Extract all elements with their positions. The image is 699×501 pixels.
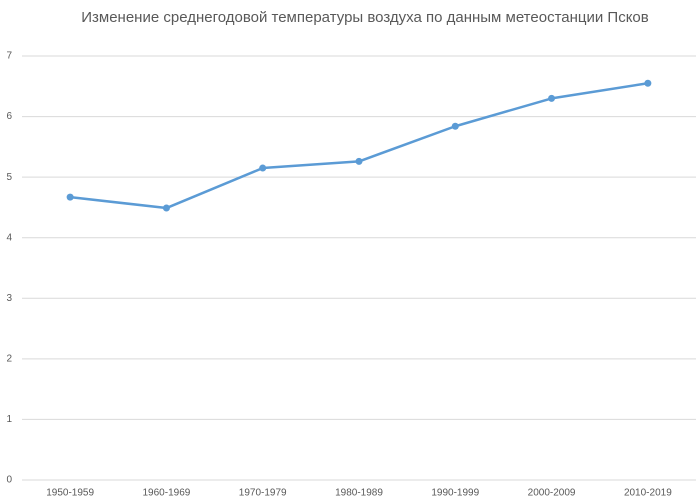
data-point <box>66 193 74 201</box>
data-point <box>451 122 459 130</box>
x-tick-label: 1970-1979 <box>239 488 287 499</box>
data-point <box>644 79 652 87</box>
x-tick-label: 1980-1989 <box>335 488 383 499</box>
x-tick-label: 1990-1999 <box>431 488 479 499</box>
x-tick-label: 1950-1959 <box>46 488 94 499</box>
x-tick-label: 1960-1969 <box>143 488 191 499</box>
data-point <box>162 204 170 212</box>
y-tick-label: 3 <box>6 293 12 304</box>
data-point <box>355 157 363 165</box>
y-tick-label: 4 <box>6 232 12 243</box>
chart-title: Изменение среднегодовой температуры возд… <box>81 9 649 26</box>
y-tick-label: 2 <box>6 353 12 364</box>
data-point <box>259 164 267 172</box>
data-point <box>548 94 556 102</box>
y-tick-label: 0 <box>6 475 12 486</box>
y-tick-label: 1 <box>6 414 12 425</box>
data-line <box>70 82 649 210</box>
y-tick-label: 7 <box>6 51 12 62</box>
y-tick-label: 6 <box>6 111 12 122</box>
y-tick-label: 5 <box>6 172 12 183</box>
x-tick-label: 2000-2009 <box>528 488 576 499</box>
x-tick-label: 2010-2019 <box>624 488 672 499</box>
